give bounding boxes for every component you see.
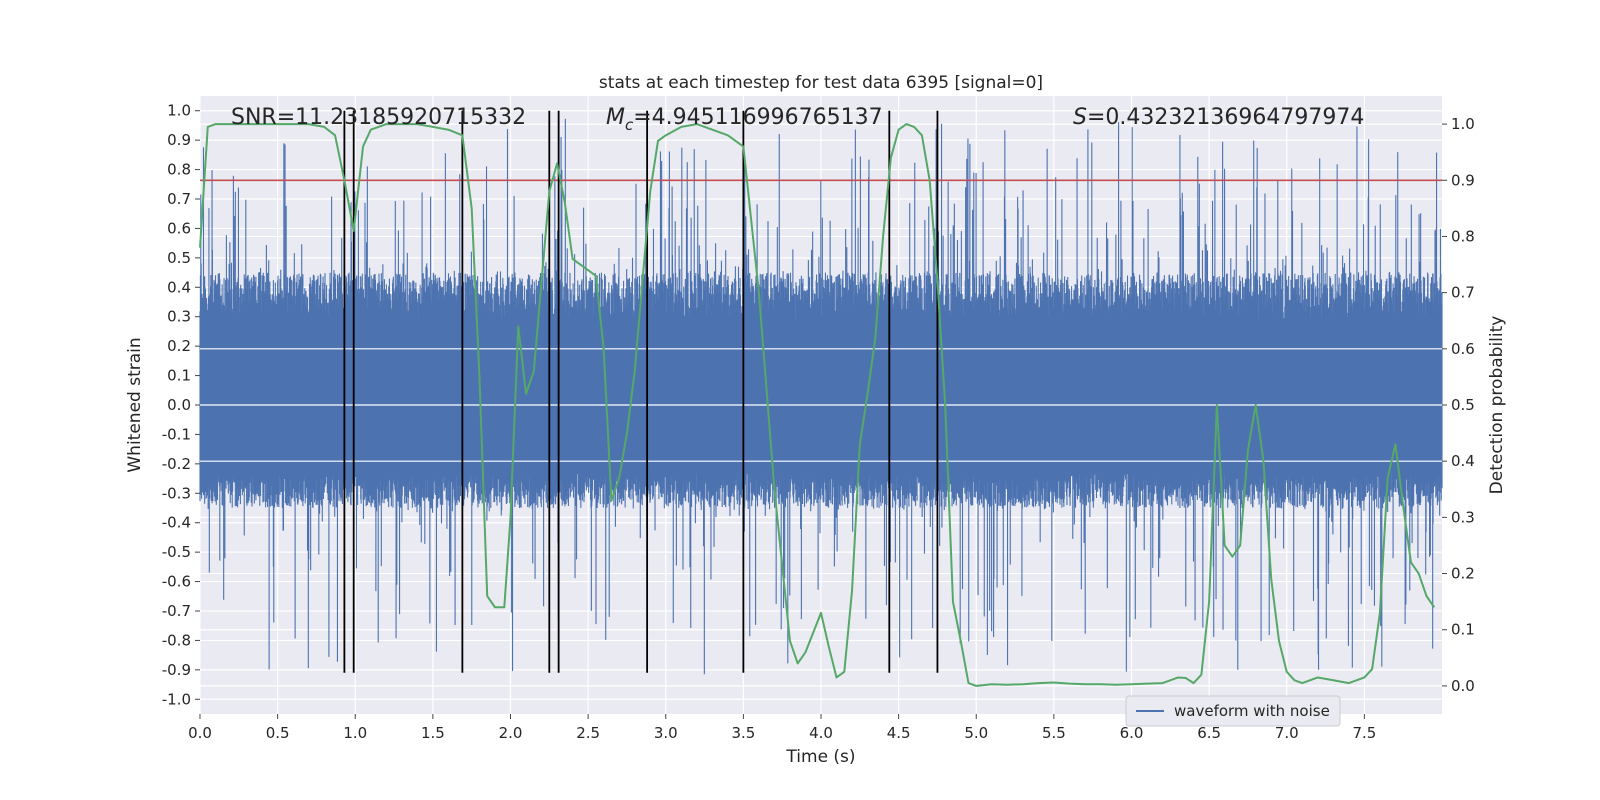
y-right-tick-label: 0.4	[1451, 452, 1475, 470]
s-annotation: S=0.43232136964797974	[1073, 105, 1364, 130]
y-right-tick-label: 0.3	[1451, 508, 1475, 526]
x-tick-label: 0.5	[266, 724, 290, 742]
y-left-tick-label: 0.1	[167, 367, 191, 385]
mc-annotation: Mc=4.945116996765137	[606, 105, 883, 134]
y-right-tick-label: 0.5	[1451, 396, 1475, 414]
x-axis-label: Time (s)	[785, 747, 855, 767]
detection-probability-line	[199, 123, 1436, 687]
detection-probability-series	[199, 123, 1436, 687]
y-right-tick-label: 0.7	[1451, 284, 1475, 302]
y-left-tick-label: 0.8	[167, 161, 191, 179]
y-left-tick-label: -0.6	[162, 573, 191, 591]
y-right-ticks: 0.0 0.1 0.2 0.3 0.4 0.5 0.6 0.7 0.8 0.9 1.0	[1442, 115, 1475, 695]
x-tick-label: 4.5	[887, 724, 911, 742]
y-left-tick-label: -0.5	[162, 543, 191, 561]
y-right-tick-label: 0.9	[1451, 171, 1475, 189]
mc-subscript: c	[625, 116, 634, 134]
y-left-tick-label: -0.3	[162, 484, 191, 502]
legend-box	[1125, 695, 1341, 727]
y-left-tick-label: -0.4	[162, 514, 191, 532]
x-tick-label: 5.5	[1042, 724, 1066, 742]
y-left-ticks: -1.0 -0.9 -0.8 -0.7 -0.6 -0.5 -0.4 -0.3 -0.2 -0.1…	[162, 102, 200, 708]
x-tick-label: 6.5	[1197, 724, 1221, 742]
x-tick-label: 1.5	[421, 724, 445, 742]
y-right-tick-label: 1.0	[1451, 115, 1475, 133]
y-right-tick-label: 0.2	[1451, 565, 1475, 583]
mc-value: =4.945116996765137	[633, 105, 882, 130]
y-left-tick-label: -0.9	[162, 661, 191, 679]
y-right-axis-label: Detection probability	[1487, 316, 1507, 495]
y-left-tick-label: 0.0	[167, 396, 191, 414]
x-tick-label: 7.5	[1352, 724, 1376, 742]
y-right-tick-label: 0.8	[1451, 227, 1475, 245]
legend-entry: waveform with noise	[1174, 702, 1330, 720]
waveform-series	[199, 118, 1443, 675]
y-left-tick-label: 0.5	[167, 249, 191, 267]
y-right-tick-label: 0.0	[1451, 677, 1475, 695]
y-left-tick-label: 0.7	[167, 190, 191, 208]
mc-symbol: M	[606, 105, 625, 130]
y-left-axis-label: Whitened strain	[125, 337, 145, 472]
y-left-tick-label: 1.0	[167, 102, 191, 120]
y-left-tick-label: 0.4	[167, 278, 191, 296]
x-ticks: 0.0 0.5 1.0 1.5 2.0 2.5 3.0 3.5 4.0 4.5 5.0 5.5 6.0 6…	[188, 714, 1376, 742]
y-left-tick-label: -0.7	[162, 602, 191, 620]
y-left-tick-label: -0.1	[162, 425, 191, 443]
x-tick-label: 6.0	[1120, 724, 1144, 742]
y-left-tick-label: 0.2	[167, 337, 191, 355]
x-tick-label: 1.0	[343, 724, 367, 742]
x-tick-label: 5.0	[964, 724, 988, 742]
y-left-tick-label: -0.2	[162, 455, 191, 473]
x-tick-label: 3.5	[731, 724, 755, 742]
vertical-lines	[343, 110, 939, 673]
snr-annotation: SNR=11.23185920715332	[231, 105, 526, 130]
y-left-tick-label: 0.6	[167, 219, 191, 237]
s-symbol: S	[1073, 105, 1087, 130]
y-left-tick-label: 0.9	[167, 131, 191, 149]
s-value: =0.43232136964797974	[1087, 105, 1364, 130]
chart-title: stats at each timestep for test data 639…	[599, 73, 1043, 93]
x-tick-label: 4.0	[809, 724, 833, 742]
y-left-tick-label: -0.8	[162, 631, 191, 649]
x-tick-label: 2.0	[499, 724, 523, 742]
x-tick-label: 3.0	[654, 724, 678, 742]
y-left-tick-label: -1.0	[162, 690, 191, 708]
waveform-core	[200, 318, 1442, 472]
y-right-tick-label: 0.1	[1451, 621, 1475, 639]
x-tick-label: 0.0	[188, 724, 212, 742]
y-right-tick-label: 0.6	[1451, 340, 1475, 358]
x-tick-label: 2.5	[576, 724, 600, 742]
legend: waveform with noise	[1125, 695, 1341, 727]
y-left-tick-label: 0.3	[167, 308, 191, 326]
x-tick-label: 7.0	[1275, 724, 1299, 742]
